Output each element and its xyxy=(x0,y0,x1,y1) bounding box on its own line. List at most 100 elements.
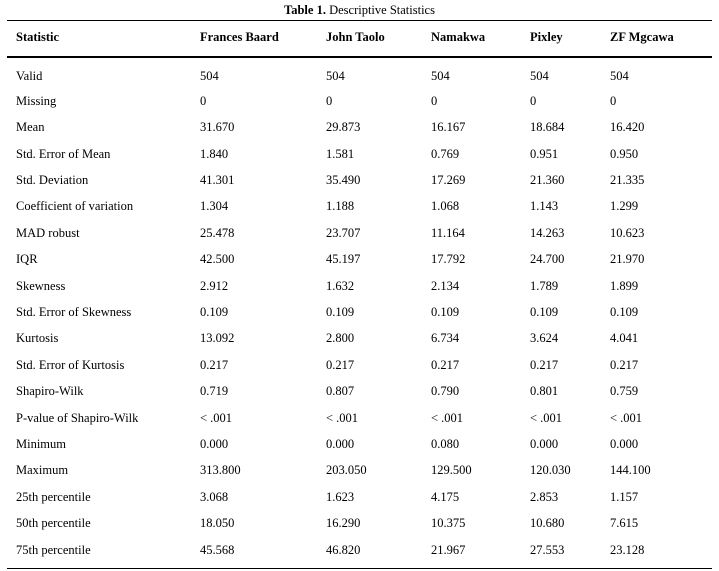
table-row: 75th percentile 45.568 46.820 21.967 27.… xyxy=(7,532,712,569)
cell-value: 0.719 xyxy=(200,384,229,399)
cell-value: 0.950 xyxy=(610,146,639,161)
column-header-statistic: Statistic xyxy=(7,20,200,58)
cell-value: 6.734 xyxy=(431,331,460,346)
table-row: Std. Deviation 41.301 35.490 17.269 21.3… xyxy=(7,162,712,188)
row-label: Std. Error of Skewness xyxy=(16,305,132,320)
cell-value: 1.304 xyxy=(200,199,229,214)
cell-value: 2.912 xyxy=(200,278,229,293)
row-label: Skewness xyxy=(16,278,66,293)
cell-value: 45.568 xyxy=(200,542,235,557)
cell-value: 0 xyxy=(200,93,207,108)
cell-value: 24.700 xyxy=(530,252,565,267)
cell-value: 0 xyxy=(610,93,617,108)
cell-value: 0.109 xyxy=(431,305,460,320)
cell-value: 129.500 xyxy=(431,463,472,478)
table-row: P-value of Shapiro-Wilk < .001 < .001 < … xyxy=(7,400,712,426)
cell-value: 120.030 xyxy=(530,463,571,478)
row-label: Maximum xyxy=(16,463,69,478)
column-header-frances-baard: Frances Baard xyxy=(200,20,326,58)
cell-value: 21.970 xyxy=(610,252,645,267)
row-label: 75th percentile xyxy=(16,542,91,557)
cell-value: 13.092 xyxy=(200,331,235,346)
cell-value: 0.000 xyxy=(610,436,639,451)
header-row: Statistic Frances Baard John Taolo Namak… xyxy=(7,20,712,58)
cell-value: 0.951 xyxy=(530,146,559,161)
cell-value: 46.820 xyxy=(326,542,361,557)
table-row: IQR 42.500 45.197 17.792 24.700 21.970 xyxy=(7,241,712,267)
table-row: Skewness 2.912 1.632 2.134 1.789 1.899 xyxy=(7,268,712,294)
row-label: Kurtosis xyxy=(16,331,59,346)
row-label: 50th percentile xyxy=(16,516,91,531)
cell-value: 0.801 xyxy=(530,384,559,399)
cell-value: 504 xyxy=(326,68,345,83)
cell-value: 1.632 xyxy=(326,278,355,293)
cell-value: 14.263 xyxy=(530,225,565,240)
cell-value: 313.800 xyxy=(200,463,241,478)
cell-value: 1.143 xyxy=(530,199,559,214)
cell-value: 2.800 xyxy=(326,331,355,346)
table-row: 50th percentile 18.050 16.290 10.375 10.… xyxy=(7,505,712,531)
cell-value: 18.050 xyxy=(200,516,235,531)
row-label: 25th percentile xyxy=(16,489,91,504)
cell-value: 0.000 xyxy=(530,436,559,451)
table-row: MAD robust 25.478 23.707 11.164 14.263 1… xyxy=(7,215,712,241)
cell-value: 1.899 xyxy=(610,278,639,293)
cell-value: 0.790 xyxy=(431,384,460,399)
cell-value: 21.967 xyxy=(431,542,466,557)
column-header-pixley: Pixley xyxy=(530,20,610,58)
cell-value: 0 xyxy=(431,93,438,108)
cell-value: 1.840 xyxy=(200,146,229,161)
cell-value: < .001 xyxy=(610,410,643,425)
cell-value: 504 xyxy=(610,68,629,83)
cell-value: 1.068 xyxy=(431,199,460,214)
row-label: MAD robust xyxy=(16,225,80,240)
cell-value: 144.100 xyxy=(610,463,651,478)
table-title: Table 1. Descriptive Statistics xyxy=(0,2,719,18)
cell-value: 0.109 xyxy=(530,305,559,320)
cell-value: 4.175 xyxy=(431,489,460,504)
cell-value: < .001 xyxy=(326,410,359,425)
row-label: Missing xyxy=(16,93,57,108)
column-header-john-taolo: John Taolo xyxy=(326,20,431,58)
cell-value: 0 xyxy=(326,93,333,108)
row-label: P-value of Shapiro-Wilk xyxy=(16,410,139,425)
cell-value: 18.684 xyxy=(530,120,565,135)
table-row: Minimum 0.000 0.000 0.080 0.000 0.000 xyxy=(7,426,712,452)
table-title-number: Table 1. xyxy=(284,3,326,17)
cell-value: 7.615 xyxy=(610,516,639,531)
cell-value: 21.360 xyxy=(530,173,565,188)
cell-value: 0.217 xyxy=(326,357,355,372)
cell-value: 504 xyxy=(200,68,219,83)
cell-value: 1.188 xyxy=(326,199,355,214)
cell-value: 0.217 xyxy=(200,357,229,372)
cell-value: 0.217 xyxy=(530,357,559,372)
row-label: Std. Deviation xyxy=(16,173,89,188)
cell-value: 25.478 xyxy=(200,225,235,240)
cell-value: 0.109 xyxy=(326,305,355,320)
cell-value: 21.335 xyxy=(610,173,645,188)
row-label: IQR xyxy=(16,252,38,267)
table-title-text: Descriptive Statistics xyxy=(325,3,435,17)
cell-value: < .001 xyxy=(530,410,563,425)
column-header-zf-mgcawa: ZF Mgcawa xyxy=(610,20,712,58)
row-label: Mean xyxy=(16,120,45,135)
row-label: Shapiro-Wilk xyxy=(16,384,84,399)
table-row: Std. Error of Skewness 0.109 0.109 0.109… xyxy=(7,294,712,320)
cell-value: 16.290 xyxy=(326,516,361,531)
cell-value: 10.375 xyxy=(431,516,466,531)
cell-value: 45.197 xyxy=(326,252,361,267)
row-label: Minimum xyxy=(16,436,67,451)
cell-value: 0.759 xyxy=(610,384,639,399)
cell-value: 504 xyxy=(431,68,450,83)
cell-value: 0.217 xyxy=(431,357,460,372)
cell-value: 27.553 xyxy=(530,542,565,557)
cell-value: 0.217 xyxy=(610,357,639,372)
cell-value: 23.707 xyxy=(326,225,361,240)
cell-value: 0.000 xyxy=(200,436,229,451)
cell-value: 4.041 xyxy=(610,331,639,346)
descriptive-statistics-table: Statistic Frances Baard John Taolo Namak… xyxy=(7,20,712,570)
row-label: Std. Error of Kurtosis xyxy=(16,357,125,372)
row-label: Valid xyxy=(16,68,43,83)
row-label: Std. Error of Mean xyxy=(16,146,111,161)
table-row: Coefficient of variation 1.304 1.188 1.0… xyxy=(7,188,712,214)
